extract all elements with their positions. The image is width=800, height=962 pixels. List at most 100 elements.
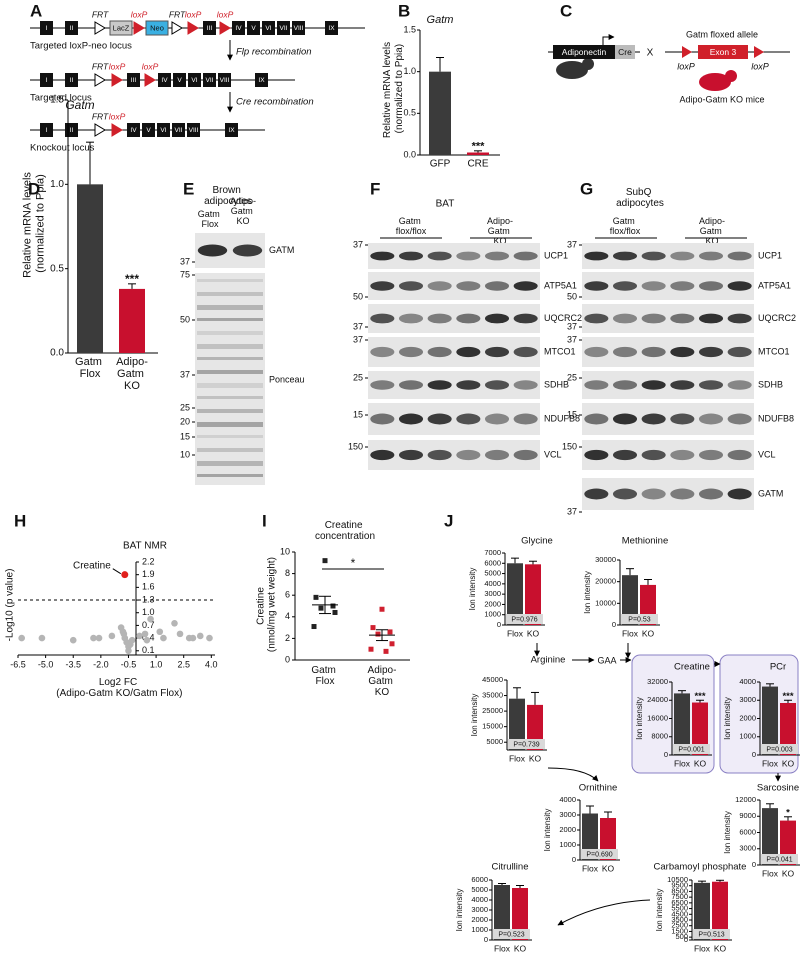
blot-title: SubQ adipocytes: [616, 187, 664, 209]
y-tick-label: 25000: [482, 706, 503, 715]
data-point: [375, 631, 381, 637]
exon-box: [325, 21, 338, 35]
x-tick-label: Gatm Flox: [75, 356, 105, 380]
y-tick-label: 1.5: [50, 95, 64, 106]
exon-label: I: [46, 77, 48, 84]
p-value-label: P=0.690: [586, 851, 612, 858]
site-label: loxP: [109, 61, 126, 71]
y-tick-label: 0.5: [50, 263, 64, 274]
mouse-icon: [556, 61, 588, 79]
protein-band: [513, 413, 538, 425]
exon-box: [255, 73, 268, 87]
protein-band: [612, 346, 638, 358]
protein-band: [641, 488, 666, 500]
bar: [582, 813, 598, 860]
point-label: Creatine: [73, 560, 111, 571]
protein-band: [698, 251, 724, 261]
y-tick-label: 0: [752, 860, 756, 869]
y-tick-label: 5000: [471, 885, 488, 894]
x-tick-label: Flox: [509, 753, 526, 763]
ponceau-band: [197, 344, 263, 349]
exon-label: IV: [161, 77, 168, 84]
protein-band: [456, 413, 481, 425]
exon-box: [172, 123, 185, 137]
recombination-site: [219, 21, 231, 35]
exon-label: IX: [228, 127, 235, 134]
protein-band: [484, 449, 510, 461]
text-line: adipocytes: [204, 196, 252, 207]
p-value-box: [506, 614, 543, 624]
exon-box: [203, 73, 216, 87]
recombination-site: [171, 21, 183, 35]
marker-label: 25: [353, 372, 363, 382]
protein-band: [727, 281, 752, 291]
data-point: [196, 632, 204, 640]
protein-band: [370, 449, 395, 461]
bar: [622, 575, 638, 625]
ponceau-band: [197, 331, 263, 335]
bar: [77, 184, 103, 353]
marker-label: 37: [567, 239, 577, 249]
protein-band: [456, 380, 481, 390]
y-tick-label: 0: [285, 654, 290, 664]
blot-strip: [582, 403, 754, 435]
exon-box: [173, 73, 186, 87]
band-label: UQCRC2: [544, 313, 582, 323]
exon-label: III: [131, 77, 137, 84]
band-label: NDUFB8: [544, 413, 580, 423]
protein-band: [370, 281, 395, 291]
loxp-site: [682, 46, 692, 58]
bar: [525, 564, 541, 625]
cassette-label: Neo: [150, 23, 164, 32]
x-tick-label: KO: [514, 943, 527, 953]
protein-band: [484, 380, 510, 390]
p-value-label: P=0.53: [628, 616, 650, 623]
x-tick-label: Flox: [762, 868, 779, 878]
y-axis-label: Relative mRNA levels (normalized to Ppia…: [21, 172, 46, 278]
site-label: FRT: [92, 9, 109, 19]
panel-label: J: [444, 511, 453, 530]
protein-band: [698, 413, 724, 425]
p-value-label: P=0.513: [698, 931, 724, 938]
data-point: [128, 636, 136, 644]
panel-label: A: [30, 1, 42, 20]
bar: [527, 704, 543, 750]
bar: [712, 881, 728, 940]
ponceau-band: [197, 409, 263, 413]
y-tick-label: 16000: [647, 713, 668, 722]
exon-box: [225, 123, 238, 137]
ponceau-band: [197, 292, 263, 296]
y-tick-label: 1500: [671, 926, 688, 935]
text-line: Adipo-: [487, 216, 513, 226]
y-axis-label: -Log10 (p value): [5, 569, 16, 642]
marker-label: 50: [567, 291, 577, 301]
exon-label: V: [251, 25, 256, 32]
protein-band: [456, 313, 481, 324]
exon-box: [127, 123, 140, 137]
marker-label: 37: [353, 321, 363, 331]
site-label: loxP: [142, 61, 159, 71]
protein-band: [641, 346, 666, 358]
text-line: KO: [493, 236, 506, 246]
site-label: loxP: [131, 9, 148, 19]
y-tick-label: 20000: [595, 577, 616, 586]
x-tick-label: KO: [714, 943, 727, 953]
p-value-box: [761, 744, 798, 754]
protein-band: [398, 413, 424, 425]
y-tick-label: 10500: [667, 875, 688, 884]
y-tick-label: 4000: [559, 795, 576, 804]
protein-band: [456, 449, 481, 461]
exon-label: IX: [328, 25, 335, 32]
ponceau-band: [197, 435, 263, 438]
chart-title: Glycine: [521, 536, 553, 547]
y-tick-label: 0: [664, 750, 668, 759]
protein-band: [456, 251, 481, 261]
exon-box: [187, 123, 200, 137]
bar: [507, 563, 523, 625]
blot-strip: [368, 272, 540, 300]
exon-label: I: [46, 127, 48, 134]
text-line: Gatm: [311, 665, 338, 676]
marker-label: 50: [353, 291, 363, 301]
ponceau-band: [197, 279, 263, 282]
text-line: KO: [124, 380, 140, 392]
